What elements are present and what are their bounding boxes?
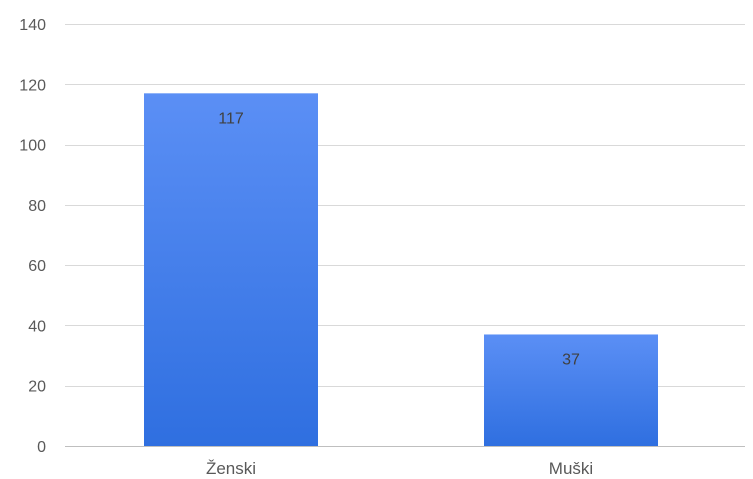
data-labels: 117 37 xyxy=(218,110,580,368)
y-axis-tick-labels: 0 20 40 60 80 100 120 140 xyxy=(19,17,46,456)
x-axis-category-labels: Ženski Muški xyxy=(206,459,593,478)
y-tick-label: 100 xyxy=(19,138,46,155)
y-tick-label: 20 xyxy=(28,379,46,396)
y-tick-label: 120 xyxy=(19,77,46,94)
data-label-2: 37 xyxy=(562,351,580,368)
y-tick-label: 0 xyxy=(37,439,46,456)
x-category-label-1: Ženski xyxy=(206,459,256,478)
bars xyxy=(144,93,658,446)
y-tick-label: 60 xyxy=(28,258,46,275)
y-tick-label: 140 xyxy=(19,17,46,34)
y-tick-label: 80 xyxy=(28,198,46,215)
x-category-label-2: Muški xyxy=(549,459,593,478)
bar-2 xyxy=(484,334,658,446)
y-tick-label: 40 xyxy=(28,318,46,335)
data-label-1: 117 xyxy=(218,110,244,127)
bar-1 xyxy=(144,93,318,446)
